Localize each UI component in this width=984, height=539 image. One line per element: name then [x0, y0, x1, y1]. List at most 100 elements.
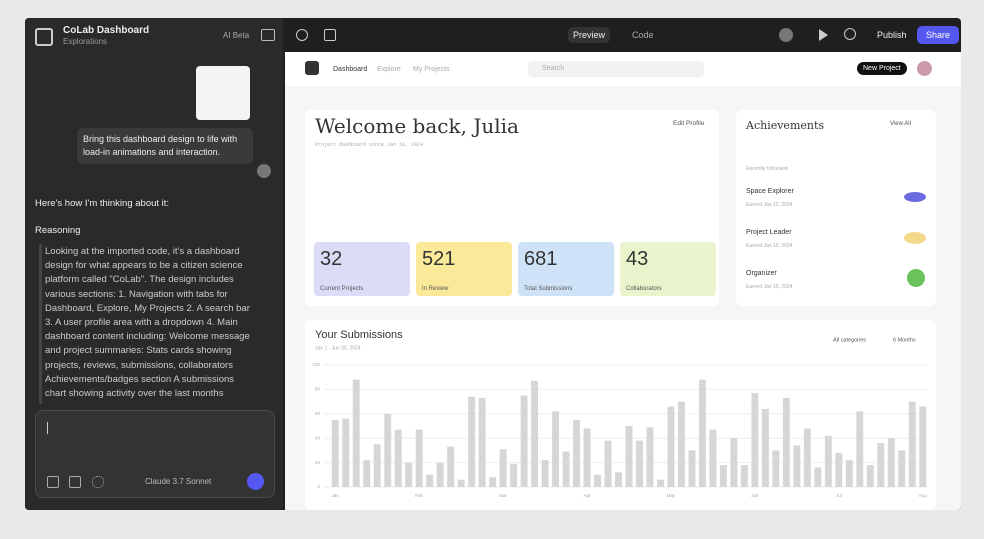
bar: [751, 393, 759, 487]
nav-tab[interactable]: Explore: [377, 66, 401, 73]
submissions-chart: Your Submissions Jan 1 - Jun 30, 2024 Al…: [312, 329, 928, 498]
bar: [573, 419, 581, 487]
x-tick-label: Jan: [332, 493, 340, 498]
bar: [908, 401, 916, 487]
nav-tab[interactable]: My Projects: [413, 66, 450, 73]
bar: [657, 479, 664, 487]
model-select[interactable]: Claude 3.7 Sonnet: [145, 477, 212, 486]
bar: [405, 462, 413, 487]
reasoning-rule: [39, 244, 42, 404]
stat-card: 521 In Review: [416, 242, 512, 296]
bar: [562, 451, 570, 487]
y-tick-label: 40: [315, 435, 321, 440]
bar: [363, 460, 371, 487]
reasoning-toggle[interactable]: Reasoning: [35, 225, 81, 236]
send-button[interactable]: [247, 473, 264, 490]
bar: [373, 444, 381, 487]
bar: [856, 411, 864, 487]
publish-button[interactable]: Publish: [877, 30, 907, 40]
layout-button[interactable]: [324, 29, 336, 41]
bar: [772, 450, 780, 487]
y-tick-label: 80: [315, 387, 321, 392]
achievements-card: [736, 110, 936, 306]
bar: [646, 427, 654, 487]
achievement-name: Project Leader: [746, 229, 792, 236]
collaborator-avatar: [779, 28, 793, 42]
bar: [489, 477, 497, 487]
view-all-button[interactable]: View All: [890, 121, 911, 127]
bar: [877, 443, 885, 487]
bar: [719, 465, 727, 487]
edit-profile-button[interactable]: Edit Profile: [673, 120, 705, 127]
bar: [761, 408, 769, 487]
run-button[interactable]: [819, 29, 828, 41]
bar: [457, 479, 465, 487]
search-input[interactable]: Search: [528, 61, 704, 77]
user-avatar[interactable]: [917, 61, 932, 76]
project-subtitle: Explorations: [63, 37, 108, 46]
x-tick-label: Apr: [584, 493, 592, 498]
bar: [415, 429, 423, 487]
bar: [845, 460, 853, 487]
bar: [793, 445, 801, 487]
category-filter[interactable]: All categories: [833, 337, 866, 343]
colab-logo: [305, 61, 319, 75]
image-button[interactable]: [69, 476, 81, 488]
achievements-title: Achievements: [746, 119, 825, 132]
nav-tab[interactable]: Dashboard: [333, 66, 368, 73]
bar: [636, 440, 643, 487]
code-tab[interactable]: Code: [632, 30, 654, 40]
bar: [436, 462, 444, 487]
y-tick-label: 20: [315, 460, 321, 465]
bar: [331, 419, 339, 487]
logo: [35, 28, 53, 46]
attachment-thumbnail[interactable]: [196, 66, 250, 120]
bar: [552, 411, 560, 487]
y-tick-label: 0: [317, 484, 320, 489]
bar: [352, 379, 360, 487]
bar: [824, 435, 832, 487]
x-tick-label: Feb: [415, 493, 423, 498]
bar: [604, 440, 612, 487]
range-filter[interactable]: 6 Months: [893, 337, 916, 343]
bar: [919, 406, 927, 487]
bar: [615, 472, 622, 487]
bar: [499, 449, 507, 487]
bar: [510, 463, 518, 487]
x-tick-label: May: [667, 493, 676, 498]
chart-title: Your Submissions: [315, 329, 403, 341]
reasoning-text: Looking at the imported code, it's a das…: [45, 246, 250, 400]
badge-icon: [907, 269, 925, 287]
refresh-button[interactable]: [296, 29, 308, 41]
stat-label: Total Submissions: [524, 286, 573, 292]
bar: [447, 446, 455, 487]
prompt-input[interactable]: [35, 410, 275, 498]
preview-tab[interactable]: Preview: [568, 27, 611, 43]
stat-label: Collaborators: [626, 286, 662, 292]
bar: [835, 452, 843, 487]
preview: Dashboard Explore My Projects Search New…: [285, 52, 961, 510]
tools-button[interactable]: [92, 476, 104, 488]
avatar: [257, 164, 271, 178]
share-button[interactable]: Share: [917, 26, 960, 44]
panel-toggle[interactable]: [261, 29, 275, 41]
badge-icon: [904, 232, 926, 244]
project-title[interactable]: CoLab Dashboard: [63, 25, 150, 36]
bar: [394, 429, 402, 487]
user-message: Bring this dashboard design to life with…: [77, 128, 253, 164]
new-project-button[interactable]: New Project: [857, 62, 907, 75]
settings-button[interactable]: [844, 28, 856, 40]
attach-button[interactable]: [47, 476, 59, 488]
caret: [47, 422, 48, 434]
achievement-date: Earned Jan 12, 2024: [746, 202, 793, 208]
bar: [384, 413, 392, 487]
bar: [342, 418, 350, 487]
bar: [426, 474, 434, 487]
bar: [583, 428, 591, 487]
x-tick-label: Mar: [499, 493, 507, 498]
stat-card: 32 Current Projects: [314, 242, 410, 296]
stat-value: 32: [320, 248, 343, 270]
stat-value: 521: [422, 248, 456, 270]
chat-panel: CoLab Dashboard Explorations AI Beta Bri…: [25, 18, 283, 510]
bar: [478, 397, 486, 487]
